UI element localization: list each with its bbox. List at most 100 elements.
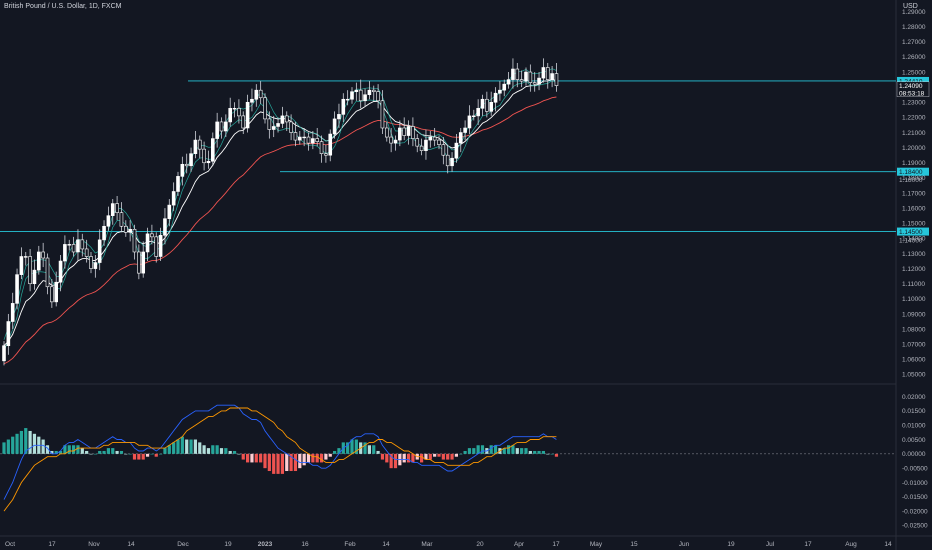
candle-body [158,235,163,257]
price-tick-label: 1.18000 [902,175,926,182]
price-tick-label: 1.07000 [902,342,926,349]
time-tick-label: 17 [552,541,560,548]
macd-histogram-bar [250,453,254,463]
candle-body [232,108,237,110]
candle-body [428,136,433,141]
candle-body [398,127,402,141]
time-tick-label: Feb [344,541,356,548]
macd-histogram-bar [67,445,71,454]
macd-histogram-bar [428,453,432,460]
macd-histogram-bar [450,453,454,460]
candle-body [67,244,72,246]
macd-histogram-bar [385,453,389,463]
candle-body [532,82,537,85]
macd-histogram-bar [6,439,10,454]
macd-histogram-bar [467,448,472,454]
macd-histogram-bar [372,445,376,454]
price-tick-label: 1.08000 [902,326,926,333]
candle-body [358,89,363,102]
candle-body [58,260,63,283]
candle-body [402,127,407,136]
macd-histogram-bar [237,453,241,455]
price-tick-label: 1.17000 [902,190,926,197]
time-tick-label: 20 [476,541,484,548]
macd-histogram-bar [493,445,498,454]
candle-body [284,115,289,123]
candle-body [271,126,276,130]
price-tick-label: 1.15000 [902,221,926,228]
candle-body [176,176,180,192]
time-tick-label: 16 [301,541,309,548]
macd-histogram-bar [241,453,245,460]
macd-histogram-bar [167,445,171,454]
price-tick-label: 1.12000 [902,266,926,273]
candle-body [524,71,528,82]
candle-body [97,239,102,263]
candle-body [154,236,159,257]
macd-histogram-bar [441,453,445,460]
macd-histogram-bar [380,453,385,460]
macd-histogram-bar [63,445,67,454]
macd-histogram-bar [93,453,97,455]
chart-title: British Pound / U.S. Dollar, 1D, FXCM [4,3,122,10]
time-tick-label: 19 [727,541,735,548]
macd-histogram-bar [507,445,511,454]
candle-body [145,233,150,253]
macd-histogram-bar [367,445,371,454]
macd-histogram-bar [533,450,537,454]
candle-body [36,251,41,271]
band-upper [3,68,557,340]
candle-body [515,68,520,80]
level-tag: 1.14500 [899,229,923,236]
macd-histogram-bar [150,453,154,455]
macd-pane [2,404,559,512]
macd-histogram-bar [80,448,84,454]
candle-body [106,215,111,227]
macd-histogram-bar [511,445,515,454]
candle-body [458,132,463,144]
candle-body [328,133,333,156]
candle-body [267,118,272,130]
candle-body [450,157,454,167]
candle-body [276,123,280,127]
candle-body [498,89,502,94]
candle-body [237,108,241,117]
candle-body [119,212,124,227]
price-tick-label: 1.29000 [902,9,926,16]
macd-axis: 0.02000 0.01500 0.01000 0.00500 0.00000 -0.00… [902,394,928,530]
candle-body [84,248,89,257]
level-tag-bg [897,76,929,85]
candle-body [537,77,541,85]
macd-histogram-bar [333,450,337,454]
macd-histogram-bar [45,445,50,454]
candle-body [389,136,393,144]
macd-histogram-bar [263,453,267,469]
candle-body [432,136,437,141]
macd-histogram-bar [19,430,23,454]
candle-body [245,101,250,129]
candle-body [467,115,472,129]
candle-body [350,91,354,100]
macd-histogram-bar [228,450,232,454]
macd-histogram-bar [550,453,554,455]
macd-histogram-bar [254,453,258,463]
candle-body [345,98,350,101]
candle-body [502,83,507,91]
candle-body [550,73,554,80]
candle-body [263,97,267,120]
macd-histogram-bar [554,453,559,457]
time-tick-label: 14 [127,541,135,548]
macd-histogram-bar [145,453,150,457]
candle-body [489,101,494,112]
macd-histogram-bar [76,445,80,454]
candles [2,58,559,366]
candle-body [202,148,206,164]
macd-histogram-bar [306,453,311,463]
price-tick-label: 1.26000 [902,54,926,61]
candle-body [197,139,202,150]
candle-body [184,163,189,167]
macd-histogram-bar [137,453,141,460]
macd-histogram-bar [463,450,467,454]
